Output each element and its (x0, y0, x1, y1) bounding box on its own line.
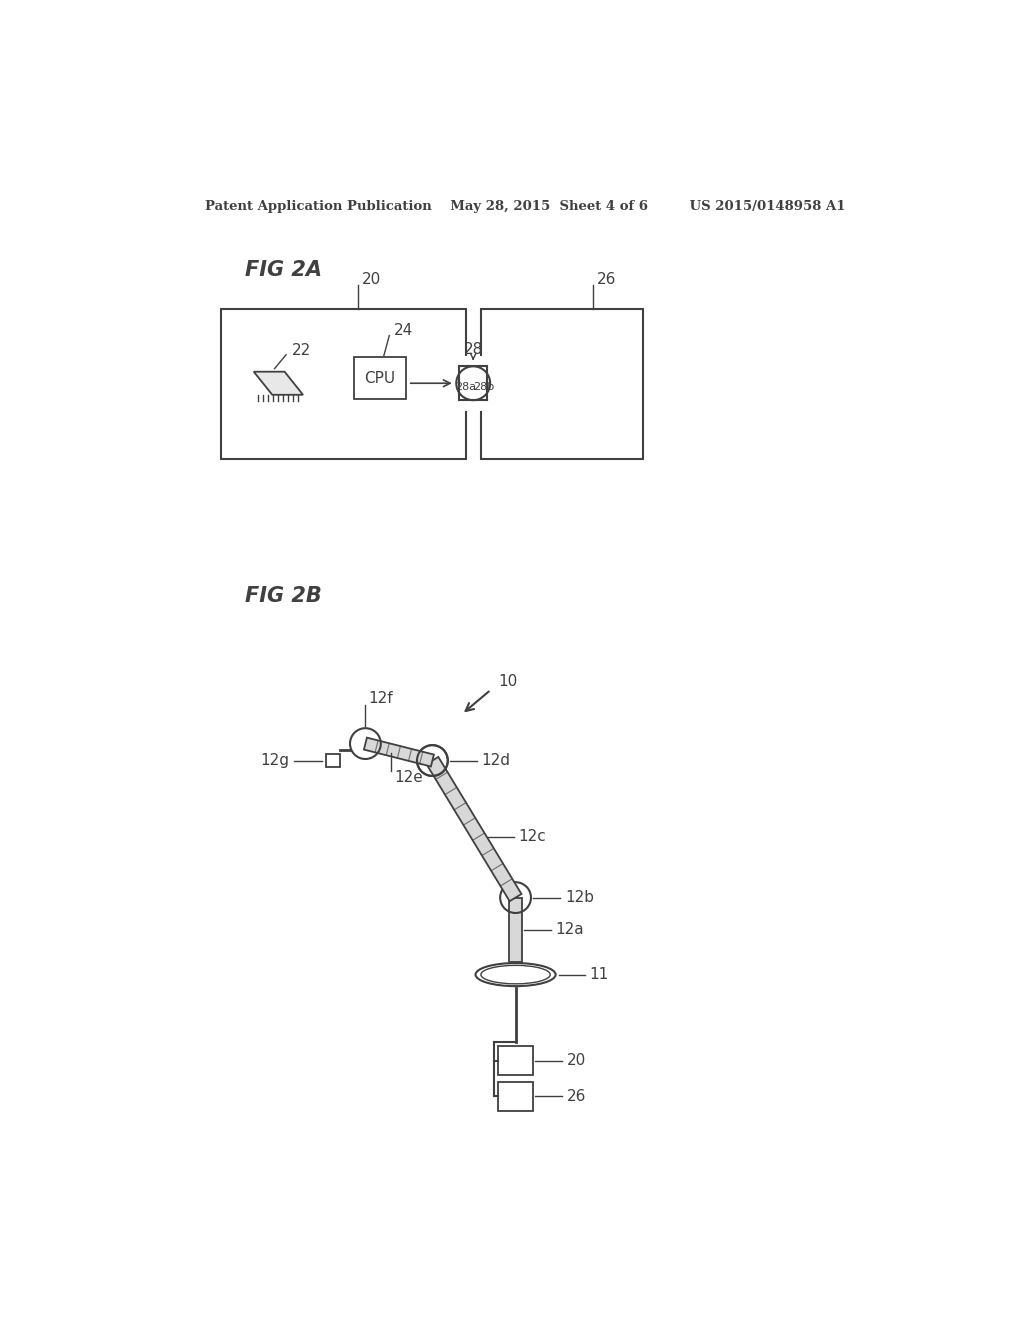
Bar (460, 355, 487, 411)
Text: Patent Application Publication    May 28, 2015  Sheet 4 of 6         US 2015/014: Patent Application Publication May 28, 2… (205, 199, 845, 213)
Text: 28: 28 (464, 342, 483, 356)
Text: 26: 26 (596, 272, 615, 286)
Text: 12c: 12c (518, 829, 547, 845)
Text: FIG 2B: FIG 2B (245, 586, 322, 606)
Text: 12g: 12g (260, 752, 289, 768)
Bar (221, 309, 466, 459)
Text: CPU: CPU (365, 371, 395, 385)
Text: 12a: 12a (556, 923, 585, 937)
Polygon shape (254, 372, 303, 395)
Bar (509, 898, 521, 961)
Text: 22: 22 (292, 343, 311, 358)
Text: 11: 11 (590, 968, 608, 982)
Text: 20: 20 (361, 272, 381, 286)
Text: FIG 2A: FIG 2A (245, 260, 322, 280)
Text: 24: 24 (394, 322, 413, 338)
Text: 12e: 12e (394, 770, 423, 785)
Text: 12d: 12d (481, 752, 511, 768)
Bar (326, 754, 340, 767)
Bar (499, 1047, 532, 1076)
Text: 10: 10 (499, 675, 518, 689)
Bar (354, 358, 407, 400)
Text: 12b: 12b (565, 890, 594, 906)
Bar (499, 1081, 532, 1111)
Text: 26: 26 (566, 1089, 586, 1104)
Polygon shape (364, 738, 434, 767)
Bar (481, 309, 643, 459)
Text: 28b: 28b (473, 381, 495, 392)
Text: 12f: 12f (369, 692, 393, 706)
Text: 28a: 28a (455, 381, 476, 392)
Text: 20: 20 (566, 1053, 586, 1068)
Polygon shape (426, 756, 521, 902)
